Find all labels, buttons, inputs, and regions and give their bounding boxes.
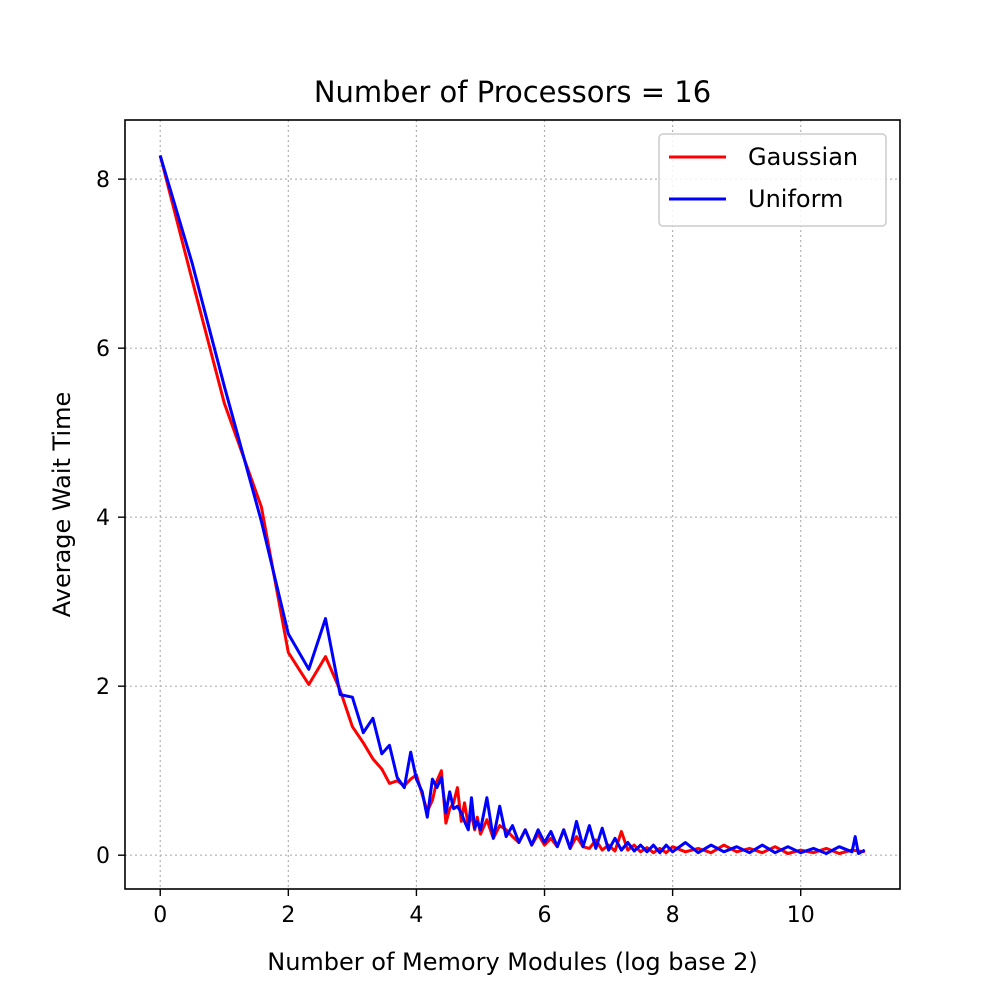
y-tick-label: 0 — [96, 844, 110, 869]
series-lines — [158, 155, 866, 855]
legend: Gaussian Uniform — [658, 133, 887, 227]
y-tick-label: 8 — [96, 168, 110, 193]
y-tick-label: 4 — [96, 506, 110, 531]
plot-area — [125, 120, 900, 889]
y-tick-label: 2 — [96, 675, 110, 700]
y-tick-label: 6 — [96, 337, 110, 362]
x-tick-label: 6 — [538, 903, 552, 928]
plot-frame — [124, 119, 901, 890]
legend-label-uniform: Uniform — [748, 185, 843, 213]
x-tick-label: 0 — [153, 903, 167, 928]
series-line-uniform — [158, 155, 866, 855]
x-tick-label: 2 — [281, 903, 295, 928]
x-tick-label: 10 — [787, 903, 815, 928]
x-axis-label: Number of Memory Modules (log base 2) — [267, 948, 758, 976]
chart-title: Number of Processors = 16 — [314, 75, 711, 109]
x-tick-label: 4 — [409, 903, 423, 928]
y-axis-label: Average Wait Time — [48, 392, 76, 618]
legend-label-gaussian: Gaussian — [748, 143, 858, 171]
axis-ticks: 0 2 4 6 8 10 0 2 4 6 8 — [96, 168, 815, 928]
x-tick-label: 8 — [666, 903, 680, 928]
